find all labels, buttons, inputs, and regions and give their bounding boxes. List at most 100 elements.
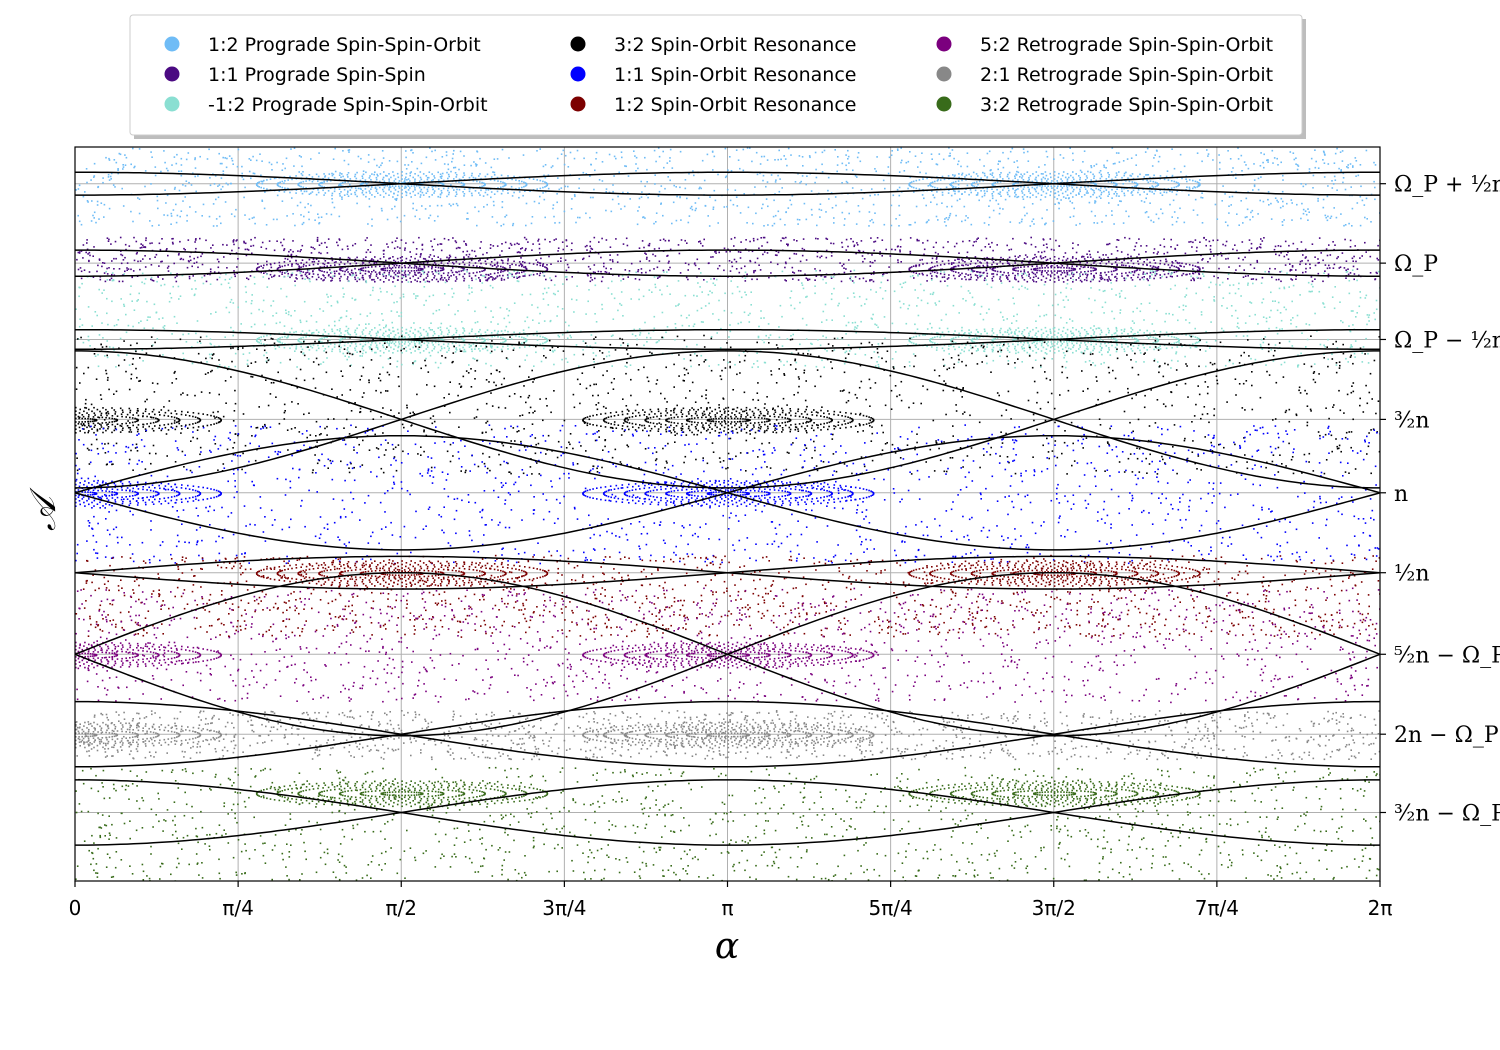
data-point <box>808 155 811 157</box>
data-point <box>1072 182 1074 185</box>
data-point <box>1100 258 1102 261</box>
data-point <box>479 194 481 196</box>
data-point <box>1237 147 1239 149</box>
data-point <box>971 184 973 186</box>
data-point <box>666 162 669 164</box>
data-point <box>1169 190 1171 192</box>
data-point <box>1194 180 1197 183</box>
data-point <box>462 250 464 253</box>
data-point <box>486 279 489 282</box>
data-point <box>517 276 520 279</box>
data-point <box>770 174 773 176</box>
data-point <box>1073 188 1075 191</box>
data-point <box>640 180 642 183</box>
data-point <box>442 279 444 281</box>
data-point <box>823 149 826 152</box>
data-point <box>1086 279 1088 282</box>
data-point <box>1175 193 1178 196</box>
data-point <box>624 165 626 167</box>
data-point <box>366 183 368 185</box>
data-point <box>425 156 428 159</box>
data-point <box>253 172 256 175</box>
data-point <box>473 161 475 163</box>
data-point <box>500 192 503 195</box>
data-point <box>364 270 367 272</box>
data-point <box>641 240 644 242</box>
data-point <box>454 240 457 242</box>
data-point <box>1240 295 1242 297</box>
data-point <box>493 171 496 174</box>
data-point <box>497 187 499 189</box>
data-point <box>119 236 122 239</box>
data-point <box>605 209 607 212</box>
data-point <box>536 179 538 181</box>
data-point <box>964 176 966 178</box>
data-point <box>892 194 895 197</box>
data-point <box>769 334 772 336</box>
data-point <box>1290 322 1292 325</box>
data-point <box>1129 174 1131 177</box>
data-point <box>528 177 531 180</box>
data-point <box>948 155 950 157</box>
data-point <box>331 201 334 204</box>
data-point <box>170 212 173 215</box>
data-point <box>1023 206 1026 209</box>
data-point <box>926 220 929 223</box>
data-point <box>184 249 186 251</box>
data-point <box>1270 218 1273 220</box>
data-point <box>322 279 324 282</box>
data-point <box>1062 196 1065 198</box>
data-point <box>122 164 124 166</box>
data-point <box>1338 167 1340 170</box>
data-point <box>968 193 970 196</box>
data-point <box>573 311 575 313</box>
data-point <box>724 176 727 179</box>
data-point <box>1041 185 1044 187</box>
data-point <box>1087 256 1089 258</box>
data-point <box>694 202 697 204</box>
data-point <box>1041 267 1044 269</box>
data-point <box>359 187 362 190</box>
data-point <box>321 185 323 188</box>
data-point <box>1115 184 1118 186</box>
data-point <box>359 179 362 182</box>
data-point <box>513 175 515 178</box>
data-point <box>868 225 870 227</box>
data-point <box>511 273 513 276</box>
data-point <box>669 160 671 162</box>
data-point <box>448 276 450 279</box>
data-point <box>1079 275 1081 277</box>
data-point <box>388 271 390 274</box>
data-point <box>685 276 688 279</box>
data-point <box>1193 278 1195 280</box>
data-point <box>333 270 336 273</box>
data-point <box>525 182 528 185</box>
data-point <box>957 163 959 166</box>
data-point <box>1033 223 1035 225</box>
data-point <box>369 175 371 177</box>
series-points <box>75 147 1380 227</box>
data-point <box>442 187 445 190</box>
data-point <box>786 243 788 245</box>
data-point <box>412 207 414 210</box>
data-point <box>322 177 324 180</box>
data-point <box>999 174 1001 176</box>
data-point <box>1330 215 1333 218</box>
data-point <box>1007 157 1010 160</box>
data-point <box>950 194 953 197</box>
data-point <box>493 174 496 176</box>
data-point <box>291 263 293 266</box>
data-point <box>724 147 727 150</box>
data-point <box>423 266 426 269</box>
data-point <box>381 162 383 164</box>
data-point <box>467 256 470 258</box>
data-point <box>643 246 645 249</box>
data-point <box>393 174 395 177</box>
data-point <box>899 250 901 253</box>
data-point <box>1167 188 1170 190</box>
data-point <box>311 191 314 193</box>
data-point <box>1282 174 1284 177</box>
data-point <box>949 183 951 186</box>
data-point <box>729 250 731 253</box>
data-point <box>1179 207 1181 210</box>
